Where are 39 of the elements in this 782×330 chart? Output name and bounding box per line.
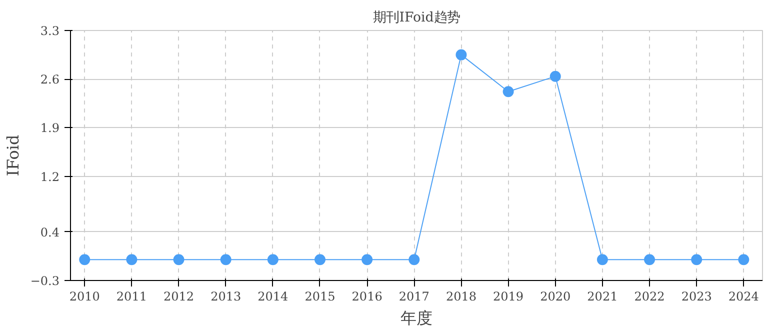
point (550, 70, 561, 82)
point (173, 254, 184, 266)
point (644, 254, 656, 266)
point (596, 254, 608, 266)
y-tick-label: −0.3 (30, 274, 60, 288)
point (408, 254, 420, 266)
x-axis-title: 年度 (400, 308, 432, 328)
x-tick-label: 2010 (69, 290, 100, 304)
point (362, 254, 373, 266)
x-tick-label: 2024 (728, 290, 760, 304)
point (267, 254, 278, 266)
point (502, 86, 514, 98)
x-tick-label: 2017 (398, 290, 430, 304)
x-tick-label: 2021 (587, 290, 618, 304)
x-tick-label: 2016 (352, 290, 382, 304)
point (314, 254, 326, 266)
point (456, 49, 467, 60)
y-tick-label: 2.6 (40, 72, 60, 87)
point (738, 254, 750, 266)
x-tick-label: 2011 (116, 290, 147, 304)
x-tick-label: 2019 (493, 290, 524, 304)
y-tick-label: 0.4 (40, 225, 60, 240)
y-tick-label: 1.9 (40, 121, 60, 136)
x-tick-label: 2018 (446, 290, 476, 304)
y-tick-label: 1.2 (40, 170, 60, 184)
x-tick-label: 2022 (634, 290, 665, 304)
point (691, 254, 702, 266)
y-tick-label: 3.3 (40, 24, 60, 38)
x-tick-label: 2013 (210, 290, 242, 304)
point (79, 254, 90, 266)
x-tick-label: 2023 (681, 290, 712, 304)
x-tick-label: 2014 (258, 290, 289, 304)
y-axis-title: IFoid (3, 134, 22, 176)
x-tick-label: 2012 (164, 290, 194, 304)
x-tick-label: 2020 (540, 290, 571, 304)
x-tick-label: 2015 (304, 290, 336, 304)
chart-title: 期刊IFoid趋势 (373, 10, 460, 26)
point (220, 254, 232, 266)
point (126, 254, 138, 266)
